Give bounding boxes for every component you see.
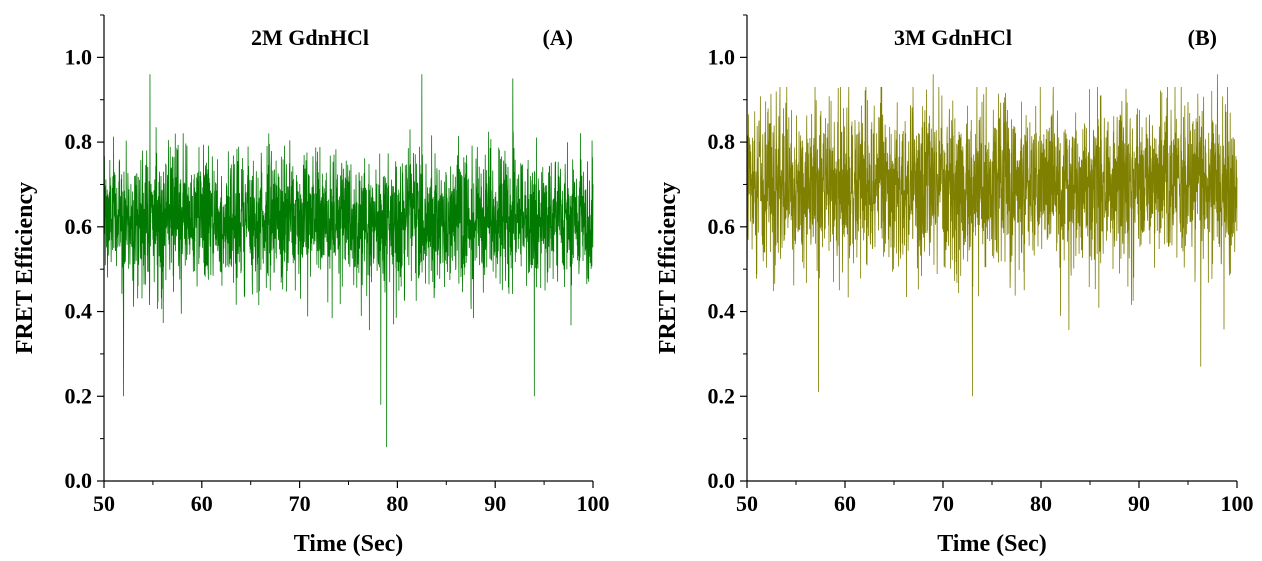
panel-title: 3M GdnHCl: [894, 25, 1012, 50]
x-tick-label: 90: [484, 491, 506, 516]
y-tick-label: 0.0: [65, 468, 93, 493]
x-tick-label: 60: [834, 491, 856, 516]
y-tick-label: 1.0: [65, 44, 93, 69]
x-axis-title: Time (Sec): [294, 531, 404, 557]
x-tick-label: 80: [386, 491, 408, 516]
y-tick-label: 0.6: [708, 214, 736, 239]
x-tick-label: 70: [932, 491, 954, 516]
y-tick-label: 1.0: [708, 44, 736, 69]
x-tick-label: 50: [736, 491, 758, 516]
x-tick-label: 70: [289, 491, 311, 516]
chart-panel-b: 50 60 70 80 90 100 0.0 0.2 0.4 0.6 0.8 1.0 Time (Sec…: [655, 14, 1254, 557]
chart-panel-a: 50 60 70 80 90 100 0.0 0.2 0.4 0.6 0.8 1.0 Time (Sec…: [12, 14, 610, 557]
x-tick-label: 100: [577, 491, 610, 516]
x-tick-label: 90: [1128, 491, 1150, 516]
x-tick-label: 80: [1030, 491, 1052, 516]
series-line-b: [746, 74, 1238, 397]
y-tick-label: 0.8: [65, 129, 93, 154]
y-axis-title: FRET Efficiency: [12, 182, 38, 354]
y-tick-label: 0.2: [708, 383, 736, 408]
x-axis-title: Time (Sec): [937, 531, 1047, 557]
x-tick-label: 50: [93, 491, 115, 516]
y-axis-title: FRET Efficiency: [655, 182, 681, 354]
x-tick-label: 60: [191, 491, 213, 516]
y-tick-label: 0.8: [708, 129, 736, 154]
y-tick-label: 0.0: [708, 468, 736, 493]
panel-label: (B): [1188, 25, 1217, 50]
panel-title: 2M GdnHCl: [251, 25, 369, 50]
y-tick-label: 0.4: [708, 299, 736, 324]
series-line-a: [103, 74, 594, 448]
panel-label: (A): [542, 25, 573, 50]
y-tick-label: 0.2: [65, 383, 93, 408]
y-tick-label: 0.6: [65, 214, 93, 239]
y-tick-label: 0.4: [65, 299, 93, 324]
x-tick-label: 100: [1221, 491, 1254, 516]
